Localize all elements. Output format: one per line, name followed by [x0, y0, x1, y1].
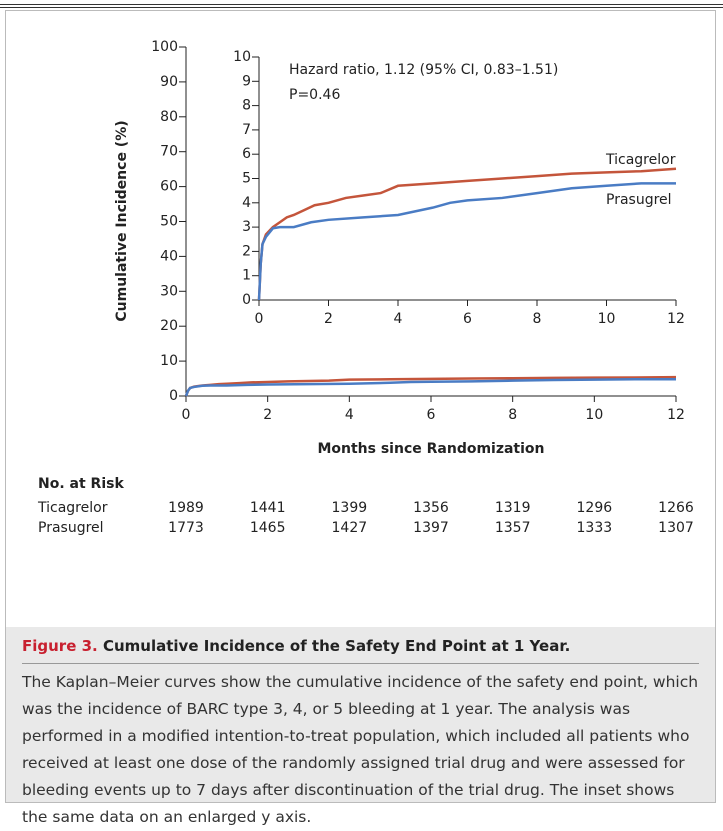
risk-value: 1773: [168, 520, 204, 536]
series-line: [257, 167, 677, 301]
y-tick-label: 10: [160, 353, 178, 369]
x-tick-label: 10: [598, 311, 616, 327]
risk-value: 1399: [332, 500, 368, 516]
y-tick-label: 20: [160, 318, 178, 334]
risk-title: No. at Risk: [38, 476, 124, 492]
figure-title: Cumulative Incidence of the Safety End P…: [102, 637, 571, 655]
x-tick-label: 8: [508, 407, 517, 423]
risk-value: 1307: [658, 520, 694, 536]
y-tick-label: 9: [242, 73, 251, 89]
y-tick-label: 2: [242, 243, 251, 259]
risk-value: 1427: [332, 520, 368, 536]
y-tick-label: 30: [160, 283, 178, 299]
y-tick-label: 7: [242, 122, 251, 138]
y-tick-label: 5: [242, 171, 251, 187]
risk-value: 1356: [413, 500, 449, 516]
x-tick-label: 2: [263, 407, 272, 423]
y-tick-label: 8: [242, 98, 251, 114]
risk-value: 1989: [168, 500, 204, 516]
x-tick-label: 6: [463, 311, 472, 327]
y-tick-label: 80: [160, 109, 178, 125]
caption: Figure 3. Cumulative Incidence of the Sa…: [6, 627, 715, 826]
y-tick-label: 70: [160, 144, 178, 160]
risk-row-label: Prasugrel: [38, 520, 104, 536]
risk-value: 1397: [413, 520, 449, 536]
caption-text: The Kaplan–Meier curves show the cumulat…: [22, 673, 699, 826]
x-tick-label: 0: [182, 407, 191, 423]
y-tick-label: 4: [242, 195, 251, 211]
y-tick-label: 40: [160, 248, 178, 264]
risk-row-label: Ticagrelor: [37, 500, 108, 516]
x-tick-label: 6: [427, 407, 436, 423]
y-tick-label: 10: [233, 49, 251, 65]
y-axis-label: Cumulative Incidence (%): [114, 120, 130, 321]
annotation: P=0.46: [289, 87, 340, 103]
rule: [0, 7, 723, 8]
risk-value: 1296: [577, 500, 613, 516]
risk-value: 1266: [658, 500, 694, 516]
x-tick-label: 0: [255, 311, 264, 327]
x-tick-label: 2: [324, 311, 333, 327]
x-tick-label: 12: [667, 311, 685, 327]
x-tick-label: 4: [394, 311, 403, 327]
risk-value: 1465: [250, 520, 286, 536]
x-tick-label: 8: [533, 311, 542, 327]
y-tick-label: 100: [151, 39, 178, 55]
x-tick-label: 4: [345, 407, 354, 423]
series-line: [184, 377, 676, 397]
risk-value: 1319: [495, 500, 531, 516]
series-line: [257, 182, 676, 301]
y-tick-label: 3: [242, 219, 251, 235]
figure-label: Figure 3.: [22, 637, 98, 655]
x-tick-label: 12: [667, 407, 685, 423]
annotation: Hazard ratio, 1.12 (95% CI, 0.83–1.51): [289, 62, 558, 78]
series-label: Ticagrelor: [605, 152, 676, 168]
y-tick-label: 90: [160, 74, 178, 90]
y-tick-label: 50: [160, 214, 178, 230]
rule: [0, 4, 723, 5]
chart: Months since Randomization Cumulative In…: [37, 39, 694, 536]
x-axis-label: Months since Randomization: [317, 441, 544, 457]
page: Months since Randomization Cumulative In…: [0, 4, 723, 826]
y-tick-label: 1: [242, 268, 251, 284]
x-tick-label: 10: [585, 407, 603, 423]
y-tick-label: 0: [242, 292, 251, 308]
y-tick-label: 60: [160, 179, 178, 195]
series-label: Prasugrel: [606, 192, 672, 208]
y-tick-label: 6: [242, 146, 251, 162]
caption-title: Figure 3. Cumulative Incidence of the Sa…: [22, 637, 699, 664]
risk-value: 1357: [495, 520, 531, 536]
risk-value: 1441: [250, 500, 286, 516]
risk-value: 1333: [577, 520, 613, 536]
y-tick-label: 0: [169, 388, 178, 404]
figure-frame: [5, 10, 716, 803]
